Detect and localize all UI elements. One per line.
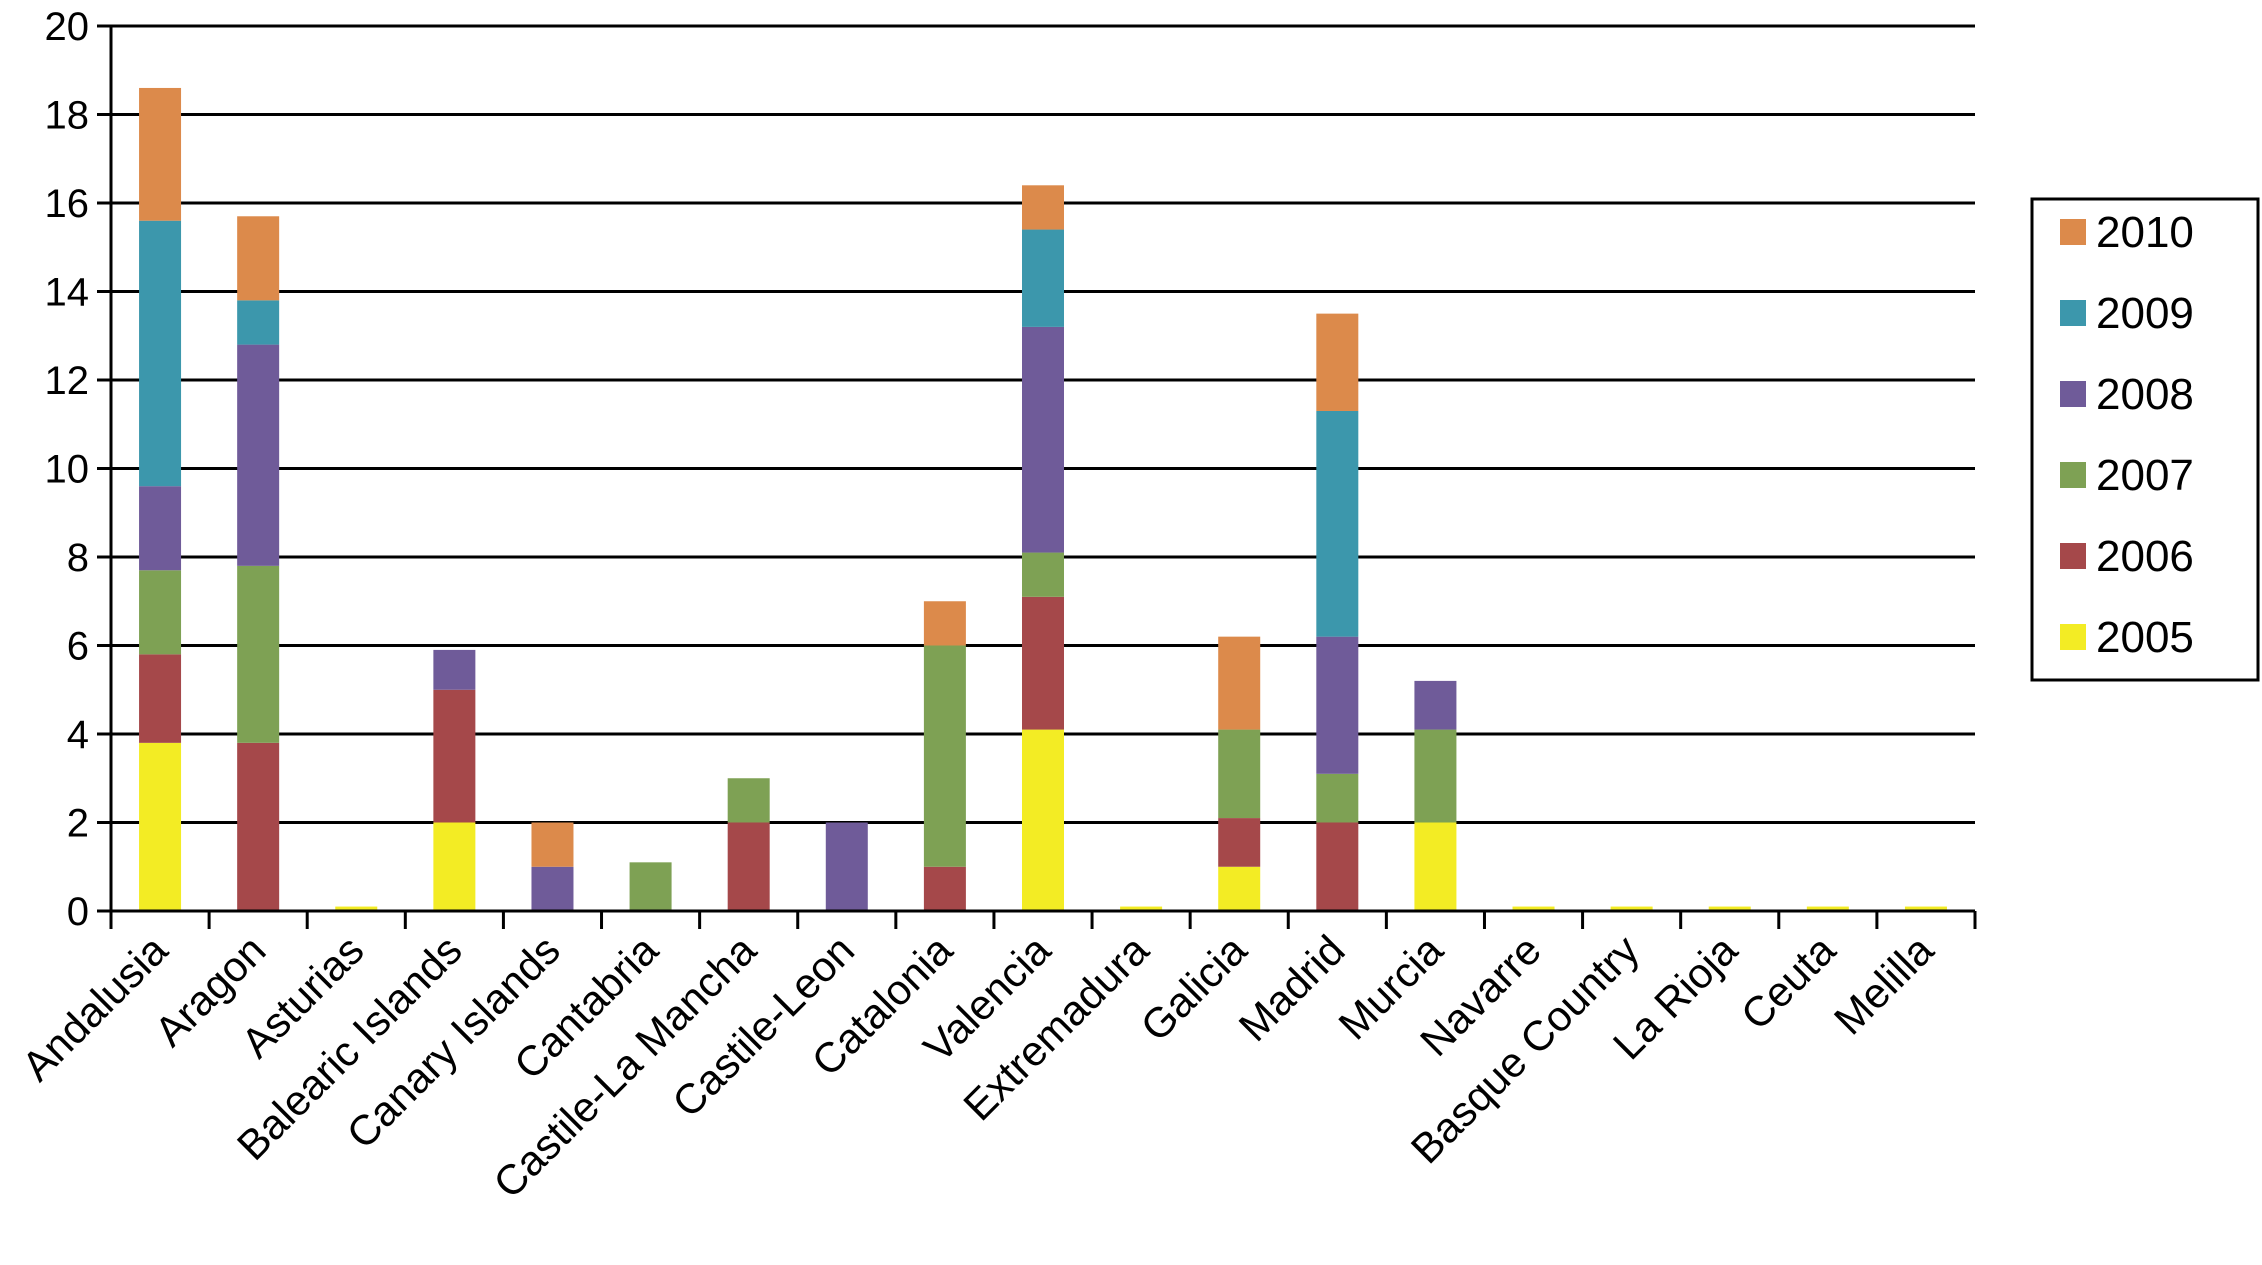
- bar-segment: [1316, 773, 1359, 823]
- bar-segment: [825, 822, 868, 911]
- bar-segment: [139, 570, 182, 655]
- x-tick-label: Andalusia: [13, 926, 177, 1090]
- y-tick-label: 0: [67, 890, 89, 934]
- bar-segment: [1218, 866, 1261, 911]
- legend-swatch: [2060, 462, 2086, 488]
- bar-segment: [1316, 636, 1359, 774]
- legend-swatch: [2060, 381, 2086, 407]
- bar-segment: [1218, 636, 1261, 730]
- bar-segment: [433, 822, 476, 911]
- bar-segment: [1708, 906, 1751, 911]
- bar-segment: [1022, 326, 1064, 553]
- bar-segment: [531, 822, 574, 867]
- bar-segment: [1316, 822, 1359, 911]
- bar-segment: [1806, 906, 1849, 911]
- y-tick-label: 20: [45, 5, 90, 49]
- legend-label: 2008: [2096, 370, 2194, 419]
- bar-segment: [237, 344, 280, 566]
- bar-segment: [1316, 410, 1359, 637]
- bar-segment: [727, 822, 770, 911]
- bar-segment: [139, 742, 182, 911]
- bar-segment: [433, 689, 476, 823]
- x-tick-label: Madrid: [1230, 926, 1354, 1050]
- bar-segment: [923, 866, 966, 911]
- bar-segment: [1218, 729, 1261, 819]
- y-tick-label: 6: [67, 625, 89, 669]
- bar-segment: [139, 220, 182, 487]
- bar-segment: [1022, 185, 1064, 230]
- bar-segment: [1512, 906, 1555, 911]
- bar-segment: [629, 862, 672, 911]
- bar-segment: [1022, 229, 1064, 327]
- y-tick-label: 12: [45, 359, 90, 403]
- x-tick-label: Galicia: [1132, 926, 1256, 1050]
- legend-label: 2005: [2096, 613, 2194, 662]
- legend-swatch: [2060, 543, 2086, 569]
- bar-segment: [1904, 906, 1947, 911]
- y-tick-label: 8: [67, 536, 89, 580]
- y-tick-label: 14: [45, 271, 90, 315]
- y-tick-label: 16: [45, 182, 90, 226]
- bar-segment: [1610, 906, 1653, 911]
- legend-label: 2006: [2096, 532, 2194, 581]
- legend: 2010 2009 2008 2007 2006 2005: [2030, 197, 2260, 682]
- axes: 02468101214161820AndalusiaAragonAsturias…: [13, 5, 1977, 1207]
- y-tick-label: 2: [67, 802, 89, 846]
- bar-segment: [139, 654, 182, 743]
- bar-segment: [1120, 906, 1163, 911]
- bar-segment: [237, 742, 280, 911]
- bar-segment: [139, 87, 182, 221]
- y-tick-label: 10: [45, 448, 90, 492]
- legend-box: [2030, 197, 2260, 682]
- bar-segment: [335, 906, 378, 911]
- bar-segment: [237, 300, 280, 345]
- bar-segment: [531, 866, 574, 911]
- legend-label: 2009: [2096, 289, 2194, 338]
- bar-segment: [923, 645, 966, 867]
- bar-segment: [237, 216, 280, 301]
- bar-segment: [1022, 596, 1064, 730]
- y-tick-label: 18: [45, 94, 90, 138]
- legend-label: 2010: [2096, 208, 2194, 257]
- bar-segment: [433, 649, 476, 690]
- legend-swatch: [2060, 219, 2086, 245]
- bar-segment: [1414, 822, 1457, 911]
- bars: [139, 87, 1947, 911]
- bar-segment: [727, 778, 770, 823]
- x-tick-label: Melilla: [1825, 926, 1943, 1044]
- bar-segment: [1316, 313, 1359, 411]
- legend-swatch: [2060, 300, 2086, 326]
- bar-segment: [1414, 729, 1457, 823]
- bar-segment: [139, 486, 182, 571]
- bar-segment: [1022, 729, 1064, 911]
- bar-segment: [237, 565, 280, 743]
- bar-segment: [1414, 680, 1457, 730]
- legend-label: 2007: [2096, 451, 2194, 500]
- bar-segment: [1022, 552, 1064, 597]
- bar-segment: [923, 601, 966, 646]
- x-tick-label: Ceuta: [1732, 926, 1845, 1039]
- y-tick-label: 4: [67, 713, 89, 757]
- bar-segment: [1218, 818, 1261, 867]
- legend-swatch: [2060, 624, 2086, 650]
